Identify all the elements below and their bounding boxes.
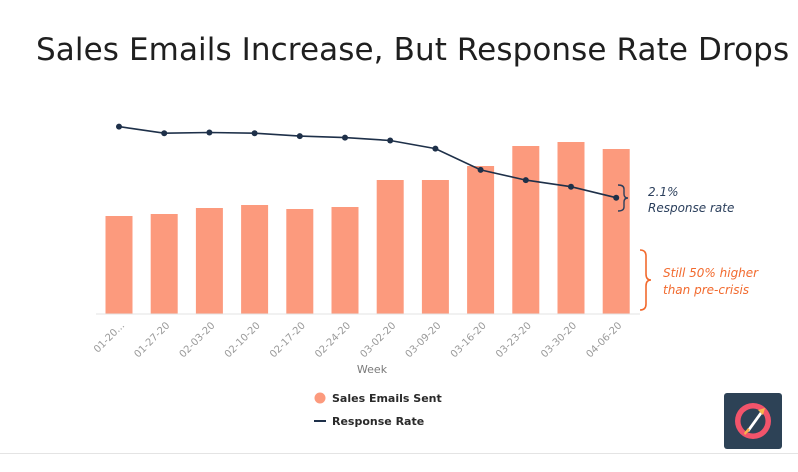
- x-tick-label-11: 04-06-20: [584, 320, 624, 360]
- x-tick-label-2: 02-03-20: [178, 320, 218, 360]
- response-rate-point-8: [477, 166, 484, 173]
- x-tick-labels: 01-20... 01-27-20 02-03-20 02-10-20 02-17-20…: [92, 320, 624, 360]
- response-rate-point-5: [342, 134, 348, 141]
- bar-11: [602, 149, 630, 314]
- response-rate-brace: [617, 184, 629, 212]
- legend: Sales Emails Sent Response Rate: [314, 392, 442, 428]
- response-rate-point-2: [206, 129, 213, 136]
- x-tick-label-6: 03-02-20: [358, 320, 398, 360]
- x-tick-label-10: 03-30-20: [539, 320, 579, 360]
- bars-layer: [105, 142, 630, 314]
- x-axis-title: Week: [357, 363, 388, 376]
- rocket-icon: [735, 403, 771, 439]
- bar-9: [512, 146, 540, 314]
- bar-7: [421, 180, 449, 314]
- chart-title: Sales Emails Increase, But Response Rate…: [36, 32, 790, 68]
- bar-1: [150, 214, 178, 314]
- response-rate-point-10: [568, 183, 574, 190]
- x-tick-label-8: 03-16-20: [449, 320, 489, 360]
- bar-3: [241, 205, 269, 314]
- bar-5: [331, 207, 359, 314]
- line-layer: [116, 123, 620, 201]
- response-rate-point-6: [387, 137, 394, 144]
- footer-divider: [0, 453, 798, 454]
- bar-8: [467, 166, 495, 314]
- legend-label-emails: Sales Emails Sent: [332, 392, 442, 405]
- x-tick-label-1: 01-27-20: [132, 320, 172, 360]
- bar-0: [105, 216, 133, 314]
- x-tick-label-3: 02-10-20: [223, 320, 263, 360]
- response-rate-line: [118, 125, 617, 199]
- rocket-logo: [724, 393, 782, 449]
- emails-annotation-line1: Still 50% higher: [663, 266, 759, 280]
- response-rate-point-4: [296, 133, 303, 140]
- bar-10: [557, 142, 585, 314]
- response-rate-annotation-label: Response rate: [648, 201, 734, 215]
- bar-2: [195, 208, 223, 314]
- x-tick-label-4: 02-17-20: [268, 320, 308, 360]
- emails-annotation-line2: than pre-crisis: [663, 283, 749, 297]
- response-rate-point-3: [251, 130, 258, 137]
- legend-label-rate: Response Rate: [332, 415, 424, 428]
- response-rate-point-0: [116, 123, 122, 130]
- response-rate-point-9: [522, 177, 529, 184]
- bar-6: [376, 180, 404, 314]
- response-rate-point-1: [161, 130, 168, 137]
- response-rate-annotation-value: 2.1%: [648, 185, 679, 199]
- bar-4: [286, 209, 314, 314]
- x-tick-label-9: 03-23-20: [494, 320, 534, 360]
- emails-brace: [639, 249, 652, 311]
- response-rate-point-7: [432, 145, 439, 152]
- x-tick-label-0: 01-20...: [92, 320, 127, 355]
- x-tick-label-5: 02-24-20: [313, 320, 353, 360]
- response-rate-point-11: [613, 194, 620, 201]
- x-tick-label-7: 03-09-20: [404, 320, 444, 360]
- legend-swatch-emails: [314, 392, 326, 404]
